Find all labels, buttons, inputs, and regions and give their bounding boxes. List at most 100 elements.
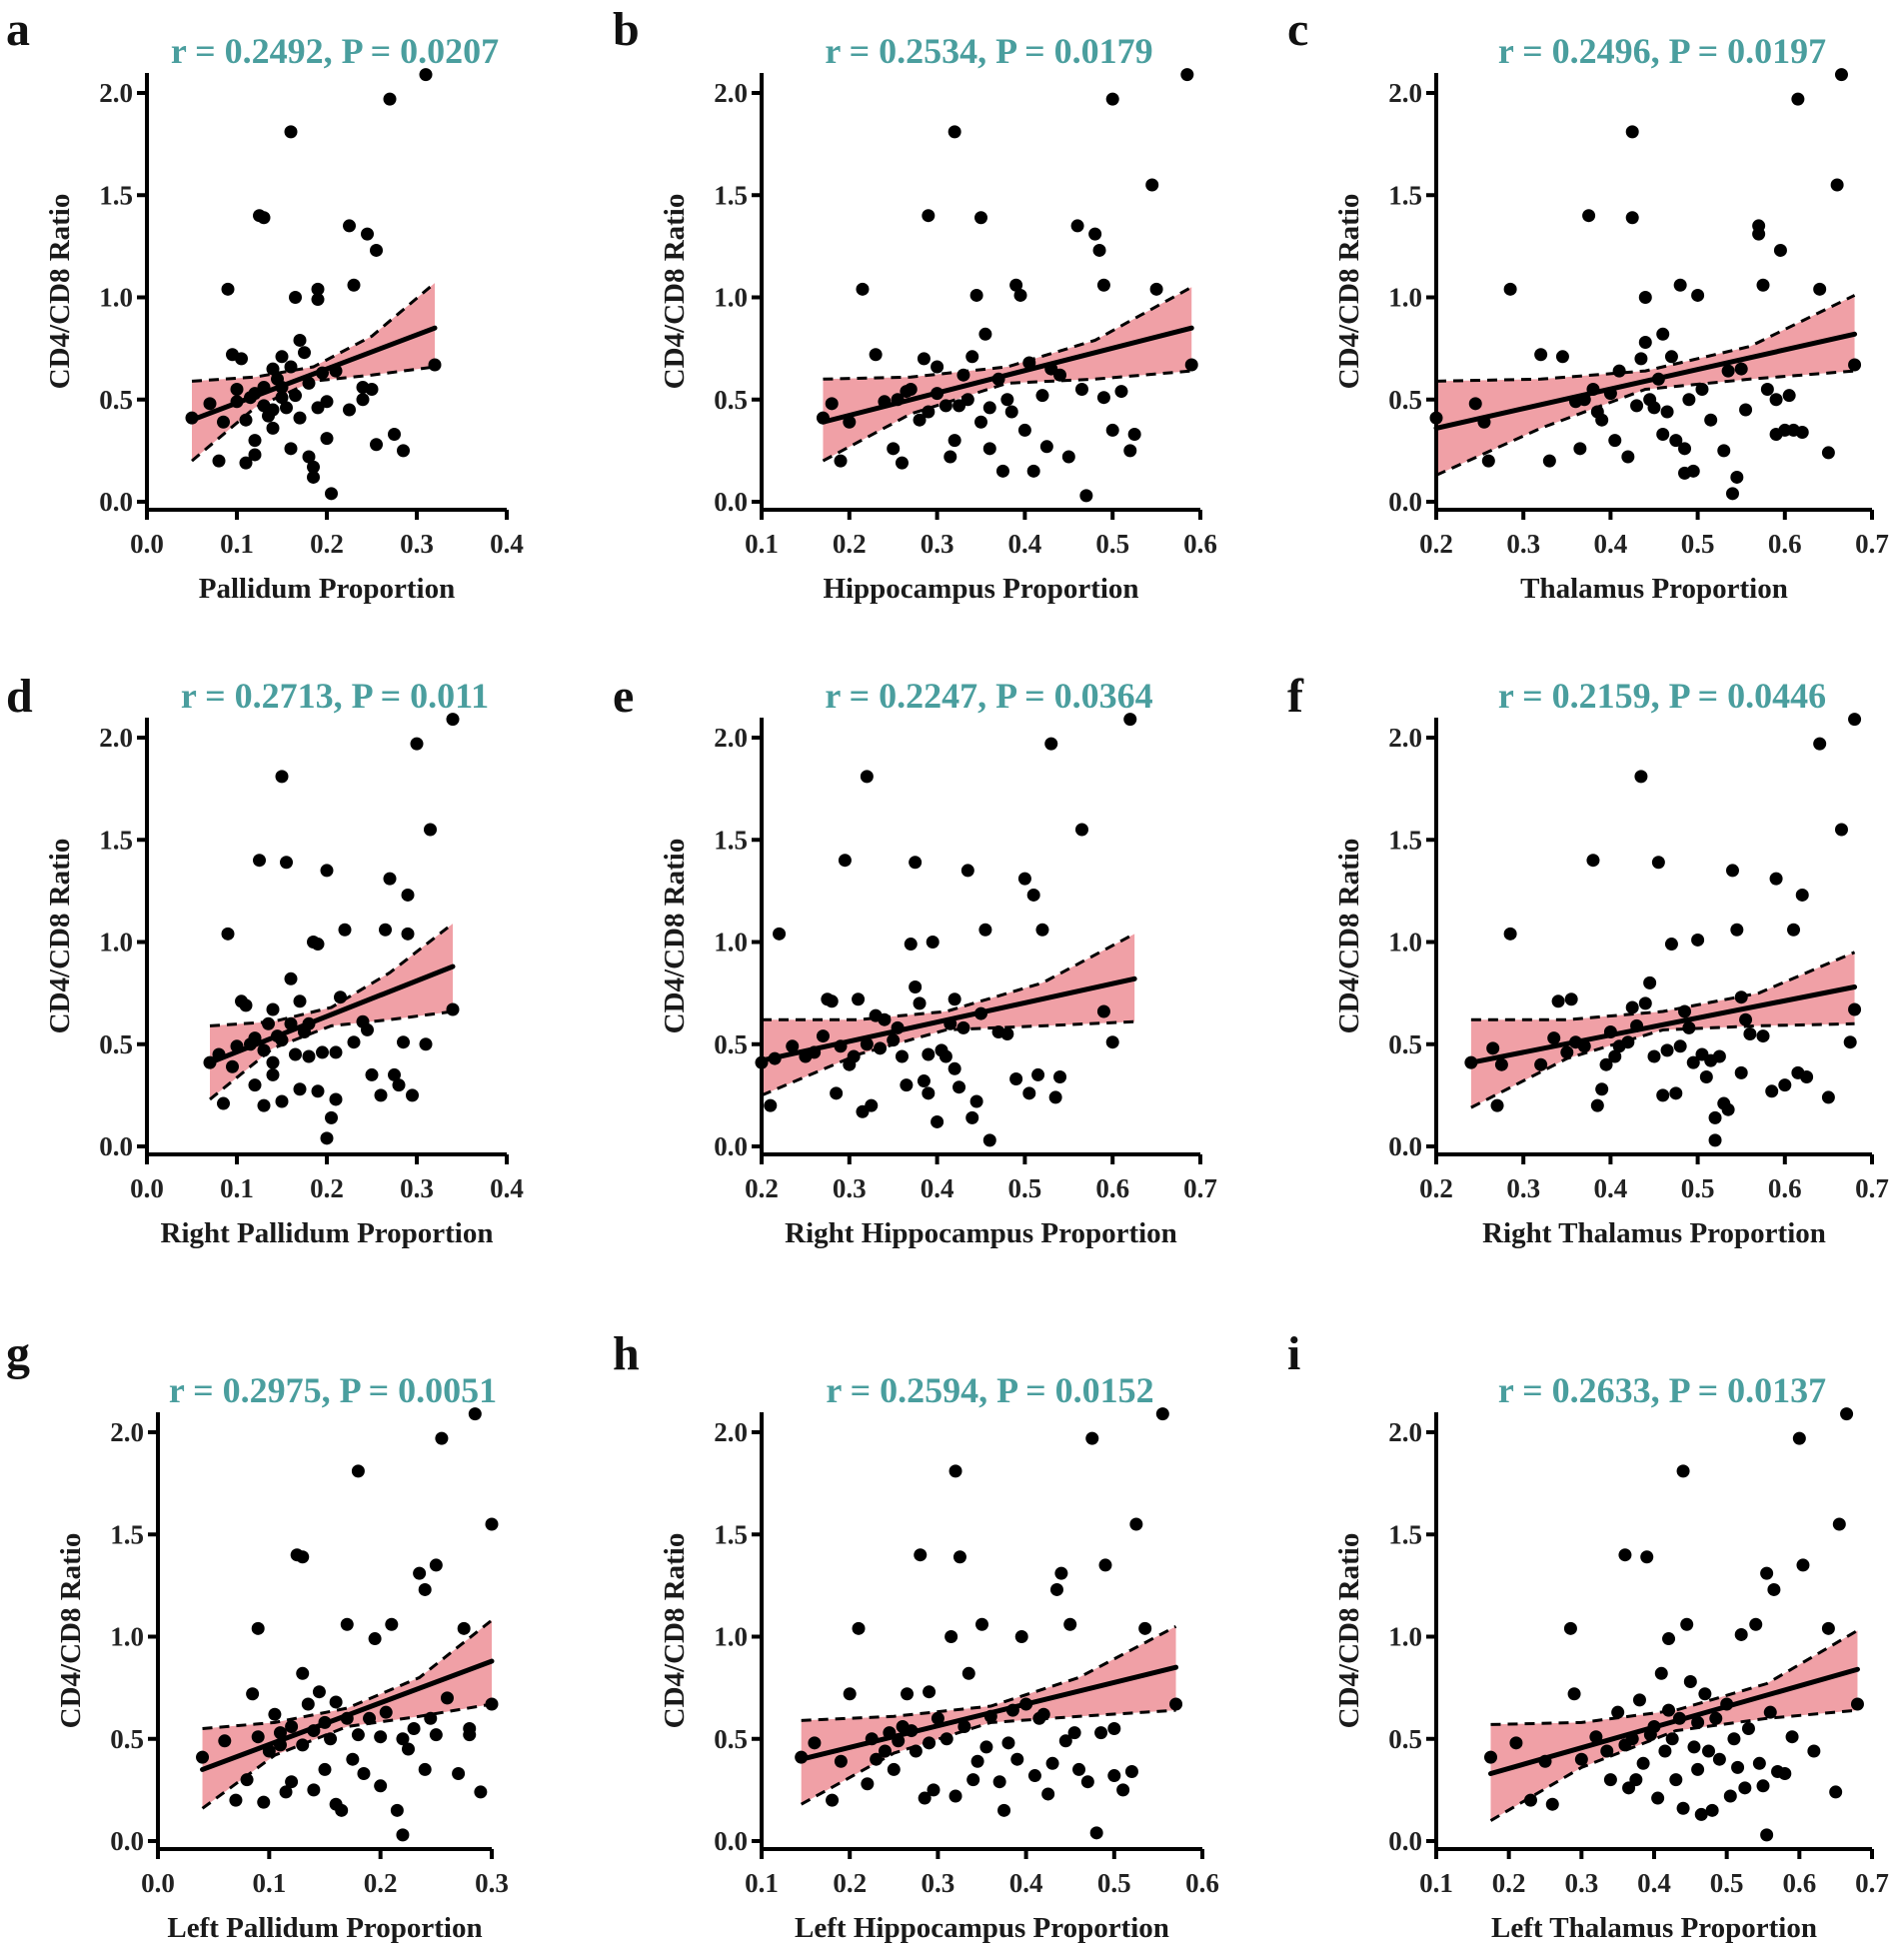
data-point	[275, 391, 289, 405]
data-point	[1022, 1086, 1036, 1100]
data-point	[1632, 1693, 1646, 1707]
data-point	[909, 856, 923, 870]
ci-lower-line	[201, 1702, 493, 1810]
y-tick-label: 0.5	[1388, 1724, 1422, 1754]
data-point	[1054, 1566, 1068, 1580]
data-point	[1634, 770, 1648, 784]
data-point	[351, 1728, 365, 1742]
data-point	[1731, 1760, 1745, 1774]
data-point	[1014, 1630, 1028, 1643]
x-tick-label: 0.3	[921, 529, 954, 559]
data-point	[335, 1803, 349, 1817]
x-tick-label: 0.4	[490, 529, 524, 559]
y-tick-label: 1.0	[110, 1622, 144, 1652]
data-point	[1468, 397, 1482, 411]
data-point	[1829, 1785, 1843, 1799]
y-tick-label: 0.0	[99, 1131, 133, 1161]
data-point	[852, 1621, 866, 1635]
data-point	[311, 938, 325, 952]
data-point	[1105, 92, 1119, 106]
data-point	[356, 393, 370, 407]
data-point	[253, 854, 266, 868]
data-point	[952, 1550, 966, 1564]
panel-a: 0.0 0.5 1.0 1.5 2.0 0.0 0.1 0.2 0.3 0.4 Pallidum P…	[6, 3, 524, 605]
data-point	[1509, 1736, 1523, 1750]
data-point	[1096, 1004, 1110, 1018]
data-point	[1678, 442, 1692, 456]
data-point	[1680, 1617, 1694, 1631]
data-point	[1603, 1773, 1617, 1787]
data-point	[248, 1078, 262, 1092]
data-point	[338, 923, 352, 937]
data-point	[948, 992, 961, 1006]
data-point	[320, 432, 334, 446]
data-point	[1704, 413, 1718, 427]
data-point	[1662, 1703, 1676, 1717]
panel-c: 0.0 0.5 1.0 1.5 2.0 0.2 0.3 0.4 0.5 0.6 0.7 Thalamu…	[1287, 3, 1889, 605]
data-point	[786, 1039, 800, 1053]
x-tick-label: 0.2	[1419, 529, 1453, 559]
data-point	[1723, 1789, 1737, 1803]
data-point	[301, 1697, 315, 1711]
data-point	[1848, 713, 1862, 727]
x-axis-title: Right Hippocampus Proportion	[785, 1217, 1177, 1249]
y-tick-label: 0.5	[99, 1029, 133, 1059]
data-point	[379, 923, 392, 937]
data-point	[1027, 1769, 1041, 1783]
y-tick-label: 2.0	[99, 78, 133, 108]
data-point	[1629, 1773, 1643, 1787]
x-tick-label: 0.2	[745, 1173, 779, 1203]
data-point	[1625, 211, 1639, 225]
data-point	[1088, 227, 1102, 241]
data-point	[1848, 1002, 1862, 1016]
data-point	[302, 376, 316, 390]
x-tick-label: 0.2	[833, 1868, 867, 1898]
data-point	[923, 1685, 937, 1699]
data-point	[325, 487, 338, 501]
data-point	[1534, 348, 1548, 362]
data-point	[1184, 358, 1198, 372]
data-point	[1036, 1707, 1050, 1721]
y-tick-label: 1.5	[714, 180, 748, 210]
data-point	[266, 1002, 280, 1016]
x-axis-title: Hippocampus Proportion	[823, 573, 1138, 605]
data-point	[406, 1088, 419, 1102]
data-point	[974, 211, 987, 225]
data-point	[397, 1035, 410, 1049]
data-point	[396, 1828, 410, 1842]
data-point	[1664, 350, 1678, 364]
x-tick-label: 0.2	[364, 1868, 398, 1898]
ci-upper-line	[1490, 1629, 1859, 1726]
data-point	[1656, 1088, 1670, 1102]
y-tick-label: 1.5	[714, 1519, 748, 1549]
data-point	[904, 383, 918, 397]
data-point	[446, 1002, 460, 1016]
data-point	[1595, 413, 1609, 427]
data-point	[922, 209, 936, 223]
x-tick-label: 0.7	[1855, 1173, 1889, 1203]
x-tick-label: 0.6	[1183, 529, 1217, 559]
data-point	[1708, 1110, 1722, 1124]
data-point	[1694, 1807, 1708, 1821]
regression-line	[207, 964, 456, 1065]
data-point	[1586, 854, 1600, 868]
data-point	[1618, 1548, 1632, 1562]
x-tick-label: 0.6	[1782, 1868, 1816, 1898]
data-point	[347, 1035, 361, 1049]
confidence-band	[1490, 1630, 1858, 1821]
data-point	[1035, 923, 1049, 937]
y-tick-label: 1.5	[1388, 1519, 1422, 1549]
data-point	[343, 219, 356, 233]
data-point	[440, 1691, 454, 1705]
x-tick-label: 0.5	[1008, 1173, 1042, 1203]
data-point	[956, 1020, 970, 1034]
data-point	[949, 1464, 962, 1478]
data-point	[407, 1722, 421, 1736]
data-point	[1116, 1783, 1130, 1797]
data-point	[1484, 1750, 1497, 1764]
data-point	[1114, 385, 1128, 399]
data-point	[904, 938, 918, 952]
x-tick-label: 0.6	[1185, 1868, 1219, 1898]
data-point	[418, 1762, 432, 1776]
data-point	[1739, 403, 1753, 417]
